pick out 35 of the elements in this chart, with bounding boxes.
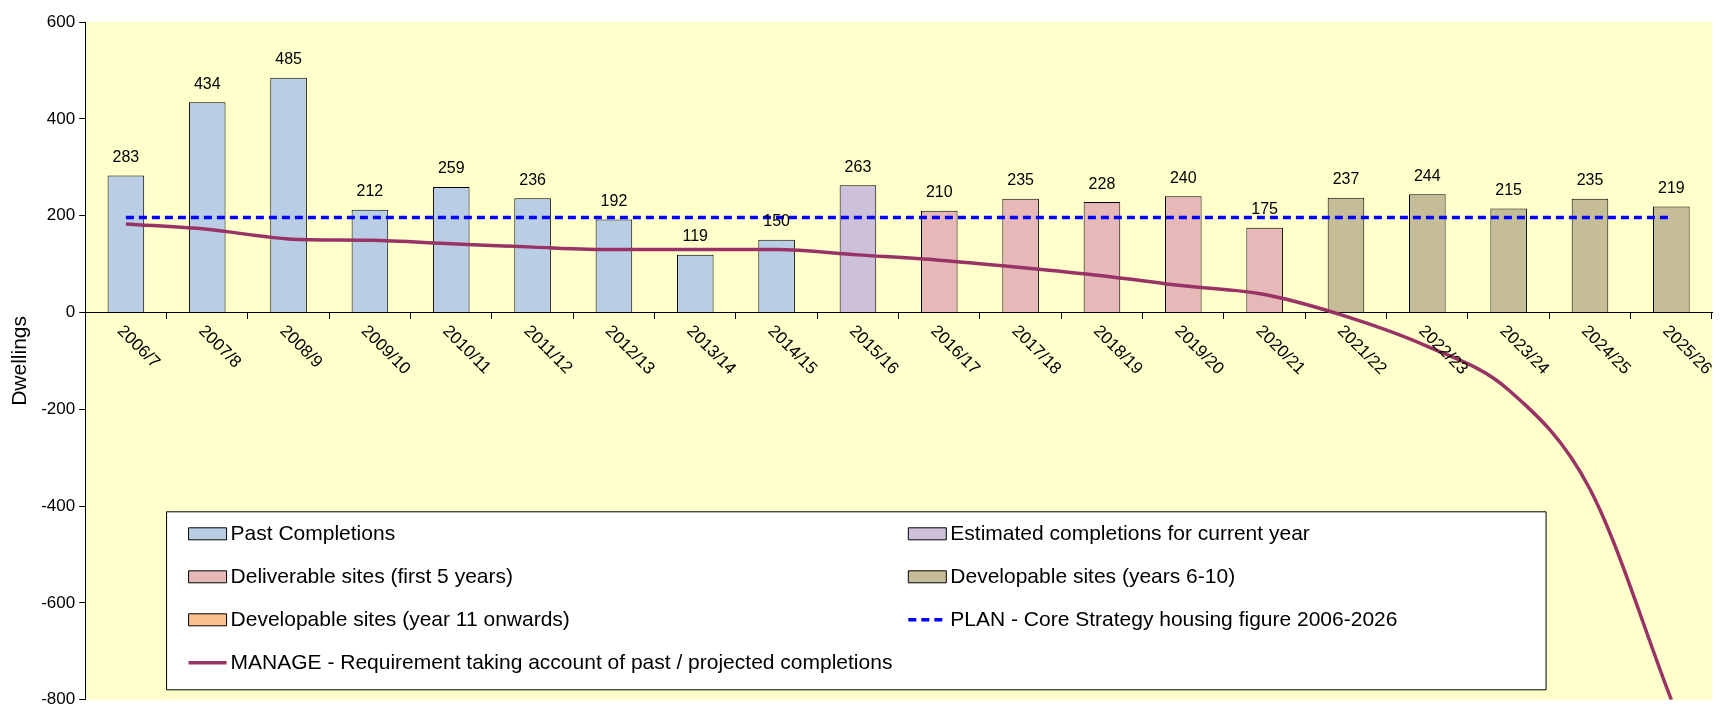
y-tick-label: -200 <box>41 399 76 418</box>
data-label: 244 <box>1413 166 1441 184</box>
data-label: 236 <box>519 170 547 188</box>
data-label: 235 <box>1576 171 1604 189</box>
data-label: 219 <box>1657 178 1685 196</box>
data-label: 212 <box>356 182 384 200</box>
y-tick-label: -800 <box>41 689 76 709</box>
data-label: 210 <box>925 183 953 201</box>
legend-label: PLAN - Core Strategy housing figure 2006-2026 <box>950 606 1398 630</box>
data-label: 434 <box>193 74 221 92</box>
data-label: 283 <box>112 147 140 165</box>
data-label: 119 <box>682 227 709 245</box>
y-tick-label: -400 <box>41 495 76 515</box>
data-label: 192 <box>600 191 628 209</box>
legend-label: MANAGE - Requirement taking account of past / projected completions <box>230 649 893 673</box>
legend-label: Past Completions <box>230 520 396 544</box>
y-tick-label: 400 <box>46 108 76 128</box>
data-label: 175 <box>1251 200 1279 218</box>
data-label: 228 <box>1088 174 1116 192</box>
legend-label: Developable sites (years 6-10) <box>950 563 1236 587</box>
y-axis-title: Dwellings <box>7 315 31 406</box>
data-label: 237 <box>1332 170 1360 188</box>
data-label: 263 <box>844 157 872 175</box>
y-tick-label: 0 <box>65 302 76 322</box>
data-label: 215 <box>1495 180 1523 198</box>
legend-label: Deliverable sites (first 5 years) <box>230 563 513 587</box>
data-label: 240 <box>1169 168 1197 186</box>
y-tick-label: 200 <box>46 205 76 225</box>
legend-label: Estimated completions for current year <box>950 520 1310 544</box>
y-tick-label: 600 <box>46 11 76 31</box>
data-label: 235 <box>1007 171 1035 189</box>
y-tick-label: -600 <box>41 592 76 612</box>
legend-label: Developable sites (year 11 onwards) <box>230 606 570 630</box>
data-label: 485 <box>275 50 303 68</box>
data-label: 259 <box>437 159 465 177</box>
